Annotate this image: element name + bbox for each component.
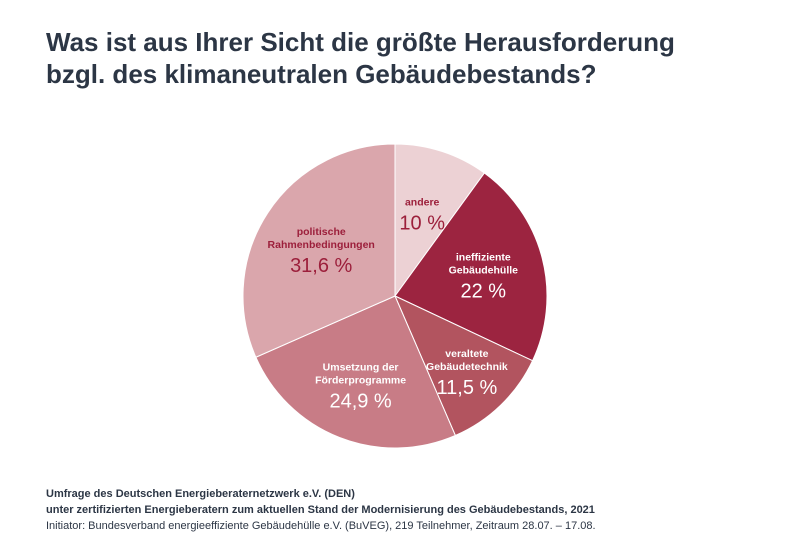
source-line-2: unter zertifizierten Energieberatern zum… — [46, 504, 595, 516]
slice-value-2: 11,5 % — [437, 377, 498, 399]
pie-slice-3 — [255, 295, 457, 449]
chart-title-line-2: bzgl. des klimaneutralen Gebäudebestands… — [46, 59, 597, 89]
pie-slice-2 — [394, 294, 534, 437]
chart-title: Was ist aus Ihrer Sicht die größte Herau… — [46, 26, 766, 90]
source-line-3: Initiator: Bundesverband energieeffizien… — [46, 520, 596, 532]
slice-label-4-0: politische — [297, 226, 346, 238]
source-line-1: Umfrage des Deutschen Energieberaternetz… — [46, 488, 355, 500]
slice-label-4-1: Rahmenbedingungen — [268, 239, 375, 251]
chart-title-line-1: Was ist aus Ihrer Sicht die größte Herau… — [46, 27, 675, 57]
slice-label-1-1: Gebäudehülle — [449, 264, 519, 276]
slice-label-2-0: veraltete — [445, 348, 488, 360]
slice-value-4: 31,6 % — [290, 255, 352, 277]
slice-value-1: 22 % — [461, 280, 507, 302]
slice-label-2-1: Gebäudetechnik — [426, 361, 508, 373]
slice-value-3: 24,9 % — [329, 391, 391, 413]
slice-value-0: 10 % — [399, 213, 445, 235]
slice-label-1-0: ineffiziente — [456, 251, 511, 263]
slice-label-3-1: Förderprogramme — [315, 375, 406, 387]
source-note: Umfrage des Deutschen Energieberaternetz… — [46, 486, 766, 534]
pie-slice-4 — [242, 143, 396, 358]
pie-slice-0 — [394, 143, 486, 298]
slice-label-0-0: andere — [405, 197, 440, 209]
slice-label-3-0: Umsetzung der — [323, 362, 399, 374]
